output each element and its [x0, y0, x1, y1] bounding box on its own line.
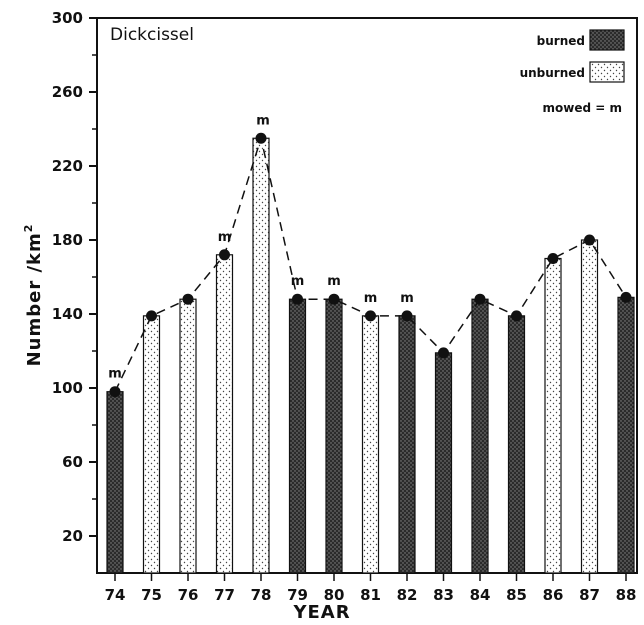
y-axis-ticks: 20 60 100 140 180 220 260 300 [52, 9, 97, 545]
data-point [365, 310, 376, 322]
bar-burned [507, 315, 526, 574]
data-point [292, 293, 303, 305]
y-tick-label: 180 [52, 231, 83, 249]
legend-label-burned: burned [537, 34, 585, 48]
chart-title: Dickcissel [110, 25, 194, 45]
bar-unburned [142, 315, 161, 574]
data-point [584, 234, 595, 246]
svg-text:Number /km2: Number /km2 [22, 224, 45, 367]
data-point [109, 386, 121, 398]
data-point [620, 291, 632, 303]
x-tick-label: 80 [324, 586, 345, 604]
data-point [182, 293, 194, 305]
data-point [511, 310, 522, 322]
x-tick-label: 77 [214, 586, 235, 604]
bar-burned [288, 298, 307, 574]
y-axis-title: Number /km2 [22, 224, 45, 367]
x-tick-label: 78 [251, 586, 272, 604]
mowed-marker: m [327, 274, 341, 289]
y-tick-label: 20 [62, 527, 83, 545]
x-tick-label: 75 [141, 586, 162, 604]
y-tick-label: 140 [52, 305, 83, 323]
bar-burned [398, 315, 416, 574]
y-tick-label: 300 [52, 9, 83, 27]
legend-swatch-burned [589, 29, 625, 51]
bar-burned [434, 352, 453, 574]
bar-burned [106, 391, 124, 574]
bar-burned [617, 296, 635, 574]
y-tick-label: 60 [62, 453, 83, 471]
x-tick-label: 76 [178, 586, 199, 604]
data-point [146, 310, 157, 322]
y-axis-title-superscript: 2 [22, 224, 35, 233]
bar-unburned [179, 298, 197, 574]
mowed-marker: m [218, 230, 232, 245]
x-tick-label: 74 [105, 586, 126, 604]
mowed-marker: m [256, 113, 270, 128]
bar-burned [325, 298, 343, 574]
y-tick-label: 260 [52, 83, 83, 101]
x-tick-label: 79 [287, 586, 308, 604]
y-tick-label: 220 [52, 157, 83, 175]
mowed-marker: m [400, 291, 414, 306]
x-tick-label: 85 [506, 586, 527, 604]
x-tick-label: 88 [616, 586, 637, 604]
y-tick-label: 100 [52, 379, 83, 397]
data-point [438, 347, 449, 359]
mowed-marker: m [291, 274, 305, 289]
data-point [328, 293, 340, 305]
data-point [219, 249, 230, 261]
data-point [401, 310, 413, 322]
x-axis-ticks: 74 75 76 77 78 79 80 81 82 83 84 85 86 87 88 [105, 573, 637, 604]
legend-label-unburned: unburned [520, 66, 585, 80]
data-point [255, 132, 267, 144]
bars [106, 137, 635, 574]
x-tick-label: 82 [397, 586, 418, 604]
x-tick-label: 84 [470, 586, 491, 604]
legend: burned unburned mowed = m [520, 29, 625, 115]
x-axis-title: YEAR [292, 602, 350, 623]
x-tick-label: 87 [579, 586, 600, 604]
bar-unburned [215, 254, 234, 574]
legend-mowed-note: mowed = m [543, 101, 622, 115]
data-point [474, 293, 486, 305]
x-tick-label: 81 [360, 586, 381, 604]
bar-unburned [544, 257, 562, 574]
bar-unburned [252, 137, 270, 574]
x-tick-label: 83 [433, 586, 454, 604]
mowed-marker: m [364, 291, 378, 306]
data-points [109, 132, 632, 398]
mowed-marker: m [108, 367, 122, 382]
x-tick-label: 86 [543, 586, 564, 604]
data-point [547, 253, 559, 264]
bar-unburned [361, 315, 380, 574]
mowed-markers: m m m m m m m [108, 113, 414, 381]
bar-unburned [580, 239, 599, 574]
bar-burned [471, 298, 489, 574]
legend-swatch-unburned [589, 61, 625, 83]
y-axis-title-text: Number /km [24, 232, 45, 366]
